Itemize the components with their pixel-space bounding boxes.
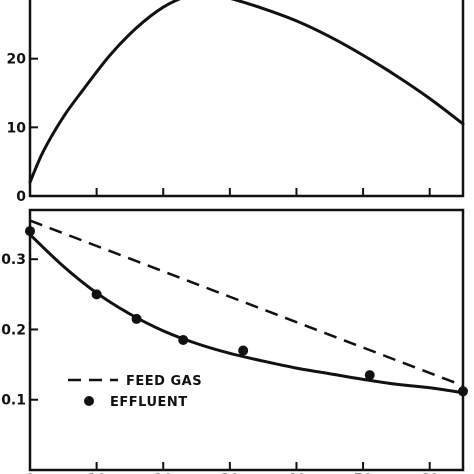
top-ytick-label: 10 — [7, 120, 27, 136]
bottom-xtick-label: 60 — [420, 472, 440, 474]
bottom-ytick-label: 0.1 — [1, 393, 26, 409]
bottom-ticks: 0.1 0.2 0.3 0 10 20 30 40 50 60 — [1, 252, 440, 474]
effluent-fit-curve — [28, 233, 465, 395]
bottom-xtick-label: 30 — [220, 472, 240, 474]
bottom-xtick-label: 50 — [353, 472, 373, 474]
legend-effluent-swatch — [84, 396, 94, 406]
effluent-point — [364, 370, 375, 381]
bottom-xtick-label: 40 — [287, 472, 307, 474]
top-panel: 0 10 20 — [7, 0, 465, 205]
bottom-ytick-label: 0.3 — [1, 252, 26, 268]
bottom-panel: 0.1 0.2 0.3 0 10 20 30 40 50 60 — [1, 208, 468, 474]
legend-effluent-label: EFFLUENT — [110, 395, 188, 410]
effluent-points — [25, 226, 468, 397]
top-plot-frame — [28, 0, 465, 198]
effluent-point — [25, 226, 35, 237]
effluent-point — [91, 289, 102, 300]
legend: FEED GAS EFFLUENT — [68, 374, 202, 410]
top-ytick-label: 20 — [7, 52, 27, 68]
top-curve — [28, 0, 465, 184]
effluent-point — [131, 313, 142, 324]
bottom-xtick-label: 0 — [25, 472, 35, 474]
effluent-point — [238, 345, 249, 356]
top-ticks: 0 10 20 — [7, 52, 431, 205]
bottom-xtick-label: 10 — [87, 472, 107, 474]
bottom-ytick-label: 0.2 — [1, 322, 26, 338]
effluent-point — [178, 335, 189, 345]
bottom-plot-frame — [28, 208, 465, 472]
bottom-xtick-label: 20 — [153, 472, 173, 474]
top-ytick-label: 0 — [16, 189, 26, 205]
feed-gas-line — [29, 219, 464, 387]
effluent-point — [458, 386, 468, 397]
legend-feed-gas-label: FEED GAS — [126, 374, 202, 389]
